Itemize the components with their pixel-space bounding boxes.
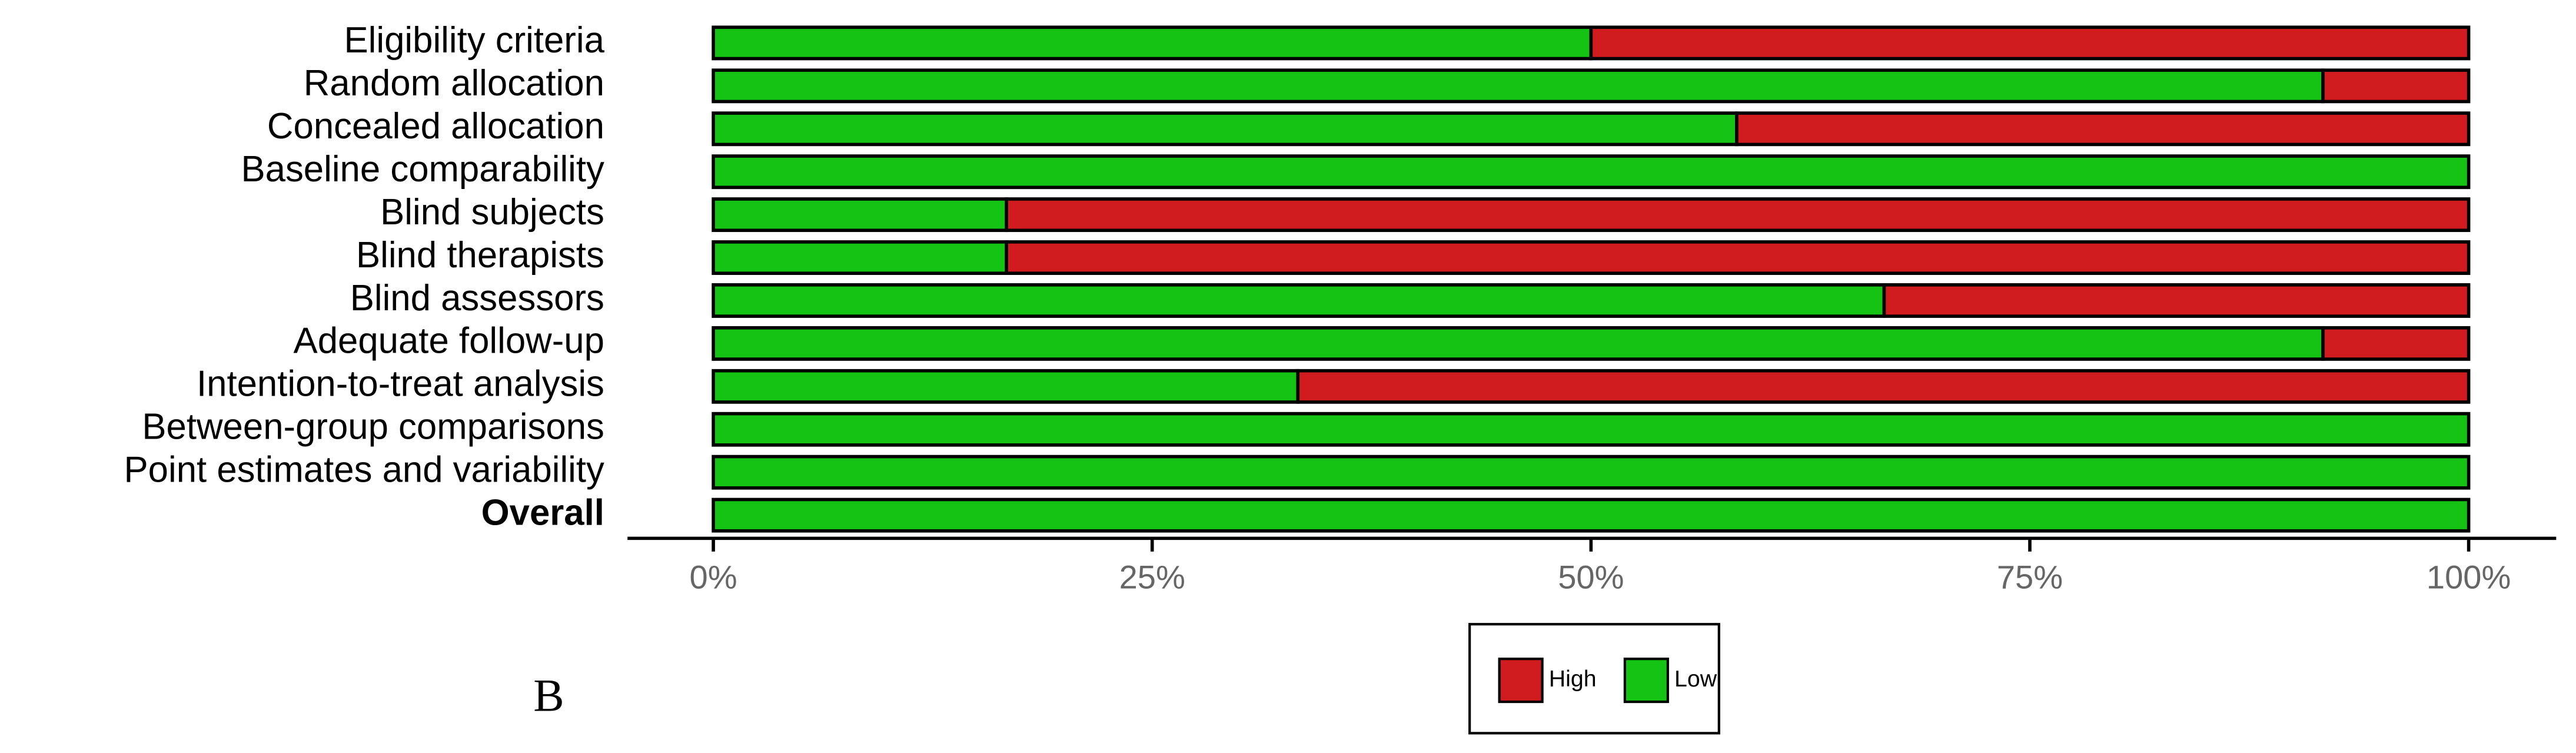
x-tick-label: 100% [2427,558,2511,595]
bar-segment [712,25,1593,61]
x-tick-label: 25% [1119,558,1185,595]
bar-segment [1005,197,2471,233]
bar-segment [712,197,1008,233]
legend-label: High [1549,666,1597,692]
x-tick-label: 0% [690,558,737,595]
y-tick-label: Random allocation [304,63,604,104]
bar-segment [2321,326,2471,361]
bar-segment [712,68,2325,104]
bar-segment [712,497,2471,533]
bar-segment [712,326,2325,361]
y-tick-label: Adequate follow-up [294,321,604,361]
y-tick-label: Point estimates and variability [124,449,605,490]
y-tick-label: Between-group comparisons [142,407,604,447]
y-tick-label: Blind therapists [356,235,604,276]
y-tick-label: Eligibility criteria [344,20,605,61]
bar-segment [712,111,1739,147]
bar-segment [2321,68,2471,104]
x-tick-label: 75% [1997,558,2063,595]
bar-segment [712,412,2471,447]
bar-segment [1882,283,2471,318]
legend-swatch [1623,658,1669,704]
bar-segment [1005,240,2471,276]
bar-segment [712,283,1886,318]
x-tick-label: 50% [1558,558,1624,595]
legend-label: Low [1674,666,1717,692]
bar-segment [712,455,2471,490]
y-tick-label: Concealed allocation [267,106,604,147]
y-tick-label: Blind assessors [350,278,604,319]
bar-segment [1735,111,2471,147]
y-tick-label: Overall [481,492,604,533]
bar-segment [1589,25,2471,61]
bar-segment [1296,369,2471,404]
legend-swatch [1498,658,1544,704]
y-tick-label: Intention-to-treat analysis [197,364,604,404]
bar-segment [712,369,1300,404]
bar-segment [712,240,1008,276]
panel-label: B [533,669,564,721]
y-tick-label: Blind subjects [380,192,604,233]
legend-box [1468,623,1720,735]
bar-segment [712,154,2471,190]
y-tick-label: Baseline comparability [241,149,604,190]
